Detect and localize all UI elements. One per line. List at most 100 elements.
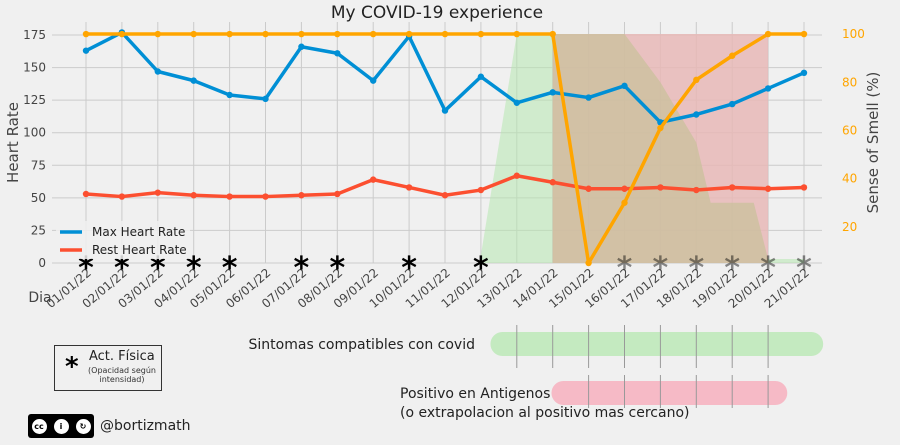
data-point [693,111,700,118]
data-point [334,30,341,38]
data-point [118,193,126,200]
y-tick-label: 100 [23,126,46,140]
by-icon: i [53,418,69,434]
data-point [262,193,269,200]
data-point [657,124,664,132]
data-point [764,85,772,92]
cc-license-badge: cc i ↻ [28,414,94,438]
positive-lane-label: Positivo en Antigenos [400,386,550,402]
data-point [226,30,233,38]
data-point [190,192,197,199]
activity-star: * [186,251,202,286]
data-point [334,50,341,57]
y2-tick-label: 40 [842,172,857,186]
activity-star: * [150,251,166,286]
y-tick-label: 125 [23,93,46,107]
activity-star: * [688,251,704,286]
data-point [477,30,485,38]
y-axis-label: Heart Rate [4,102,22,183]
data-point [190,30,197,38]
cc-icon: cc [31,418,47,434]
data-point [262,30,269,38]
activity-star: * [724,251,740,286]
data-point [82,47,90,54]
data-point [729,52,736,59]
activity-star: * [617,251,633,286]
data-point [226,193,233,200]
activity-star: * [329,251,345,286]
data-point [82,30,90,38]
data-point [370,30,377,38]
x-axis-label: Dia [28,290,51,306]
data-point [154,189,161,196]
data-point [585,185,592,192]
data-point [405,30,413,38]
data-point [513,30,520,38]
data-point [513,172,520,179]
positive-lane-note: (o extrapolacion al positivo mas cercano… [400,405,689,421]
author-handle: @bortizmath [100,418,191,434]
data-point [800,30,808,38]
y2-tick-label: 80 [842,75,857,89]
activity-star: * [473,251,489,286]
chart-title: My COVID-19 experience [331,3,543,23]
data-point [477,186,485,194]
activity-star: * [796,251,812,286]
y-tick-label: 75 [31,158,46,172]
data-point [298,43,305,50]
y2-tick-label: 100 [842,27,865,41]
activity-star: * [222,251,238,286]
data-point [657,184,664,191]
legend-label: Rest Heart Rate [92,243,187,257]
activity-legend-note: (Opacidad según intensidad) [88,366,156,384]
data-point [154,68,161,75]
data-point [764,185,772,192]
activity-legend-title: Act. Física [89,349,155,364]
data-point [370,77,377,84]
data-point [693,186,700,194]
data-point [370,176,377,183]
data-point [800,69,808,77]
y2-tick-label: 60 [842,123,857,137]
y-tick-label: 150 [23,61,46,75]
symptoms-lane-label: Sintomas compatibles con covid [249,337,475,353]
data-point [405,184,413,191]
data-point [226,91,233,99]
data-point [477,73,485,80]
data-point [298,30,305,38]
data-point [693,76,700,84]
activity-legend: * Act. Física (Opacidad según intensidad… [54,345,162,391]
y2-axis-label: Sense of Smell (%) [864,72,882,214]
y-tick-label: 50 [31,191,46,205]
activity-star: * [114,251,130,286]
data-point [154,30,161,38]
activity-star: * [401,251,417,286]
activity-star: * [653,251,669,286]
activity-star: * [294,251,310,286]
activity-star: * [760,251,776,286]
data-point [800,184,808,191]
data-point [334,190,341,198]
data-point [621,185,628,192]
series-legend [56,221,190,259]
data-point [82,190,90,198]
data-point [298,192,305,199]
data-point [729,100,736,108]
data-point [262,95,269,103]
data-point [118,30,126,38]
data-point [585,259,592,267]
y2-tick-label: 20 [842,220,857,234]
data-point [729,184,736,191]
data-point [549,179,556,186]
data-point [549,89,556,96]
activity-legend-symbol: * [65,352,79,382]
activity-star: * [78,251,94,286]
y-tick-label: 0 [38,256,46,270]
data-point [441,192,449,199]
y-tick-label: 25 [31,223,46,237]
data-point [441,30,449,38]
data-point [441,107,449,114]
data-point [621,82,628,90]
sa-icon: ↻ [75,418,91,434]
